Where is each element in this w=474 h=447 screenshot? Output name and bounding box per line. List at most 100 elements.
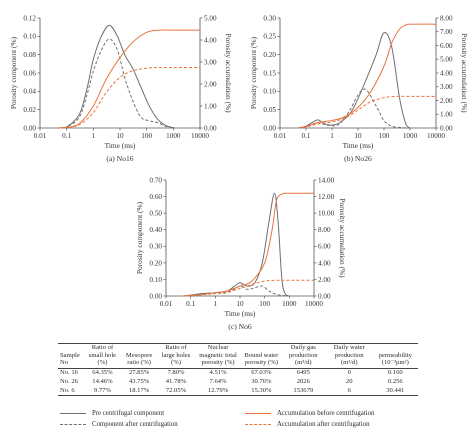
y-axis-title-right: Porosity accumulation (%) — [224, 33, 233, 113]
header-sample: Sample No — [58, 343, 85, 369]
x-tick-label: 10 — [354, 132, 362, 140]
x-tick-label: 100 — [141, 132, 152, 140]
y-tick-label-right: 0.00 — [204, 124, 217, 132]
y-tick-label-left: 0.40 — [149, 226, 162, 234]
x-tick-label: 0.1 — [62, 132, 71, 140]
y-tick-label-right: 8.00 — [440, 14, 453, 22]
y-tick-label-right: 0.00 — [318, 292, 331, 300]
data-table: Sample No Ratio of small hole (%) Mesopo… — [58, 343, 418, 397]
header-large-holes: Ratio of large holes (%) — [157, 343, 195, 369]
legend-swatch-dashed-orange — [245, 424, 271, 425]
table-cell: 43.75% — [128, 377, 150, 385]
table-cell: 67.03% — [251, 368, 272, 376]
header-water: Daily water production (m³/d) — [325, 343, 373, 369]
legend-swatch-solid-gray — [60, 413, 86, 414]
chart-caption: (c) No6 — [228, 322, 252, 331]
y-tick-label-left: 0.04 — [23, 88, 36, 96]
y-tick-label-right: 6.00 — [440, 42, 453, 50]
series-line-acc-before — [183, 192, 315, 297]
x-tick-label: 10000 — [305, 300, 323, 308]
y-tick-label-right: 7.00 — [440, 28, 453, 36]
y-tick-label-left: 0.00 — [23, 124, 36, 132]
y-tick-label-left: 0.08 — [23, 51, 36, 59]
y-axis-title-left: Porosity component (%) — [249, 36, 258, 109]
table-cell: 153679 — [280, 386, 326, 397]
legend-label-after: Component after centrifugation — [92, 421, 178, 428]
table-cell: 41.78% — [165, 377, 187, 385]
y-axis-title-left: Porosity component (%) — [9, 36, 18, 109]
x-tick-label: 0.01 — [274, 132, 287, 140]
x-tick-label: 0.01 — [34, 132, 47, 140]
y-tick-label-left: 0.12 — [23, 14, 36, 22]
legend-item-acc-after: Accumulation after centrifugation — [245, 421, 369, 428]
y-tick-label-right: 4.00 — [204, 36, 217, 44]
x-tick-label: 10 — [236, 300, 244, 308]
y-tick-label-left: 0.06 — [23, 69, 36, 77]
header-gas: Daily gas production (m³/d) — [280, 343, 326, 369]
y-tick-label-right: 2.00 — [440, 97, 453, 105]
legend-label-pre: Pre centrifugal component — [92, 410, 165, 417]
series-line-pre — [58, 24, 176, 129]
chart-no6: 0.01 0.1 1 10 100 1000 100000.000.100.200.300.… — [135, 176, 347, 331]
y-axis-title-right: Porosity accumulation (%) — [460, 33, 469, 113]
y-tick-label-left: 0.60 — [149, 193, 162, 201]
series-line-after — [298, 88, 411, 129]
table-cell: 4.51% — [209, 368, 227, 376]
series-line-acc-before — [298, 23, 437, 129]
y-tick-label-right: 14.00 — [318, 176, 335, 184]
table-cell: 20 — [345, 377, 353, 385]
table-cell: 0.256 — [387, 377, 403, 385]
y-tick-label-left: 0.10 — [23, 33, 36, 41]
x-tick-label: 10 — [116, 132, 124, 140]
series-line-acc-after — [298, 95, 436, 129]
y-tick-label-right: 2.00 — [318, 276, 331, 284]
y-tick-label-left: 0.05 — [263, 106, 276, 114]
y-tick-label-right: 12.00 — [318, 193, 335, 201]
table-cell: 14.46% — [92, 377, 113, 385]
table-cell: 18.17% — [120, 386, 158, 397]
table-cell: No. 26 — [60, 377, 78, 385]
y-tick-label-right: 10.00 — [318, 210, 335, 218]
x-tick-label: 1000 — [166, 132, 181, 140]
y-tick-label-right: 4.00 — [440, 69, 453, 77]
header-nmr-porosity: Nuclear magnetic total porosity (%) — [194, 343, 242, 369]
y-tick-label-right: 3.00 — [440, 83, 453, 91]
legend-label-acc-before: Accumulation before centrifugation — [277, 410, 375, 417]
table-header-row: Sample No Ratio of small hole (%) Mesopo… — [58, 343, 418, 369]
x-tick-label: 0.1 — [302, 132, 311, 140]
legend-item-acc-before: Accumulation before centrifugation — [245, 410, 374, 417]
table-cell: 9.77% — [84, 386, 121, 397]
y-tick-label-left: 0.02 — [23, 106, 36, 114]
y-tick-label-right: 5.00 — [440, 56, 453, 64]
table-row: No. 6 9.77% 18.17% 72.05% 12.79% 15.30% … — [58, 386, 418, 397]
y-tick-label-left: 0.25 — [263, 33, 276, 41]
chart-caption: (a) No16 — [106, 154, 133, 163]
y-tick-label-right: 2.00 — [204, 80, 217, 88]
chart-caption: (b) No26 — [344, 154, 372, 163]
table-row: No. 16 64.35% 27.85% 7.80% 4.51% 67.03% … — [58, 368, 418, 377]
x-tick-label: 0.01 — [160, 300, 173, 308]
table-cell: 0.160 — [387, 368, 403, 376]
series-line-pre — [298, 32, 411, 129]
table-cell: 6495 — [296, 368, 310, 376]
table-cell: 30.76% — [251, 377, 272, 385]
table-cell: 72.05% — [157, 386, 195, 397]
x-tick-label: 1000 — [282, 300, 297, 308]
header-bound-water: Bound water porosity (%) — [242, 343, 281, 369]
table-cell: 15.30% — [242, 386, 281, 397]
y-tick-label-right: 4.00 — [318, 259, 331, 267]
chart-no16: 0.01 0.1 1 10 100 1000 100000.000.020.040.060.… — [9, 14, 233, 163]
x-axis-title: Time (ms) — [105, 141, 136, 150]
y-tick-label-left: 0.30 — [149, 243, 162, 251]
y-tick-label-right: 6.00 — [318, 243, 331, 251]
y-axis-title-left: Porosity component (%) — [135, 201, 144, 274]
y-tick-label-right: 5.00 — [204, 14, 217, 22]
x-tick-label: 1 — [330, 132, 334, 140]
legend-swatch-solid-orange — [245, 413, 271, 414]
header-small-hole: Ratio of small hole (%) — [84, 343, 121, 369]
legend-item-pre: Pre centrifugal component — [60, 410, 164, 417]
x-tick-label: 10000 — [427, 132, 445, 140]
series-line-acc-after — [58, 66, 200, 129]
table-cell: 12.79% — [194, 386, 242, 397]
y-tick-label-right: 0.00 — [440, 124, 453, 132]
